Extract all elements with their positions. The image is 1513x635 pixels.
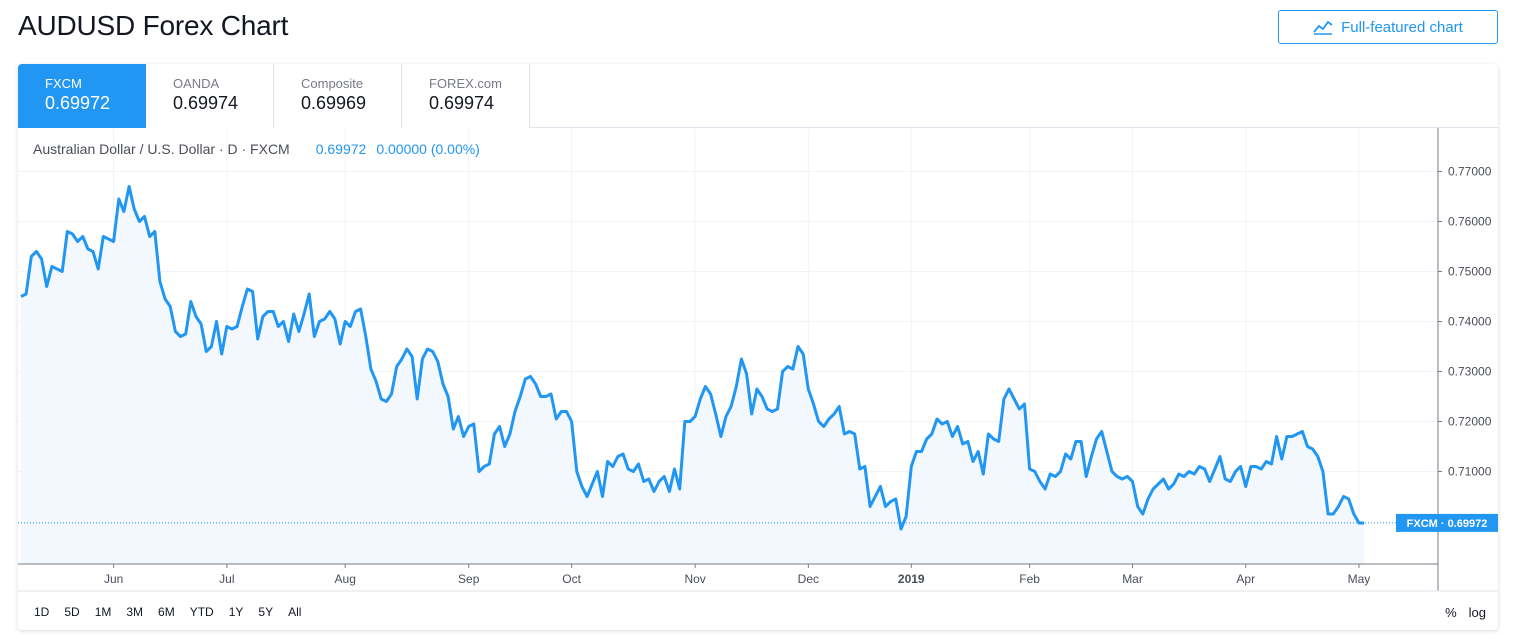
- price-line: [20, 185, 1365, 531]
- last-price-label: FXCM · 0.69972: [1407, 518, 1488, 530]
- x-tick-label: Jun: [104, 572, 123, 586]
- tab-composite[interactable]: Composite 0.69969: [274, 64, 402, 128]
- tab-forex-com[interactable]: FOREX.com 0.69974: [402, 64, 530, 128]
- y-tick-label: 0.77000: [1448, 165, 1492, 179]
- tab-name: FOREX.com: [429, 76, 502, 91]
- legend-symbol: Australian Dollar / U.S. Dollar · D · FX…: [33, 141, 290, 157]
- range-toolbar: 1D 5D 1M 3M 6M YTD 1Y 5Y All % log: [18, 594, 1498, 630]
- tab-value: 0.69972: [45, 93, 111, 113]
- x-tick-label: May: [1348, 572, 1371, 586]
- y-tick-label: 0.76000: [1448, 215, 1492, 229]
- x-tick-label: Aug: [335, 572, 356, 586]
- full-featured-chart-label: Full-featured chart: [1341, 18, 1463, 36]
- full-featured-chart-button[interactable]: Full-featured chart: [1278, 10, 1498, 44]
- range-1d-button[interactable]: 1D: [34, 605, 50, 619]
- x-tick-label: Feb: [1019, 572, 1040, 586]
- tab-value: 0.69974: [173, 93, 239, 113]
- chart-legend: Australian Dollar / U.S. Dollar · D · FX…: [33, 141, 480, 157]
- range-5y-button[interactable]: 5Y: [258, 605, 274, 619]
- range-1m-button[interactable]: 1M: [94, 605, 112, 619]
- price-area: [21, 186, 1365, 564]
- price-chart[interactable]: 0.77000 0.76000 0.75000 0.74000 0.73000 0.720…: [18, 64, 1498, 594]
- x-tick-label: Nov: [684, 572, 705, 586]
- x-tick-label: Sep: [458, 572, 480, 586]
- source-tabs: FXCM 0.69972 OANDA 0.69974 Composite 0.6…: [18, 64, 1498, 128]
- tab-value: 0.69974: [429, 93, 495, 113]
- range-5d-button[interactable]: 5D: [64, 605, 80, 619]
- y-tick-label: 0.72000: [1448, 415, 1492, 429]
- tab-name: FXCM: [45, 76, 82, 91]
- percent-scale-toggle[interactable]: %: [1445, 604, 1457, 620]
- y-tick-label: 0.75000: [1448, 265, 1492, 279]
- x-tick-label: 2019: [898, 572, 925, 586]
- tab-name: OANDA: [173, 76, 220, 91]
- tab-oanda[interactable]: OANDA 0.69974: [146, 64, 274, 128]
- y-tick-label: 0.73000: [1448, 365, 1492, 379]
- range-6m-button[interactable]: 6M: [158, 605, 175, 619]
- x-tick-label: Oct: [562, 572, 581, 586]
- tab-value: 0.69969: [301, 93, 367, 113]
- page-title: AUDUSD Forex Chart: [18, 10, 289, 41]
- log-scale-toggle[interactable]: log: [1468, 604, 1486, 620]
- legend-change: 0.00000 (0.00%): [376, 141, 480, 157]
- range-all-button[interactable]: All: [288, 605, 302, 619]
- tab-fxcm[interactable]: FXCM 0.69972: [18, 64, 146, 128]
- legend-last-price: 0.69972: [315, 141, 367, 157]
- last-price-badge: [1396, 513, 1498, 532]
- range-1y-button[interactable]: 1Y: [228, 605, 244, 619]
- tab-name: Composite: [301, 76, 364, 91]
- chart-line-icon: [1313, 20, 1333, 35]
- chart-widget: FXCM 0.69972 OANDA 0.69974 Composite 0.6…: [18, 64, 1498, 630]
- x-tick-label: Mar: [1122, 572, 1143, 586]
- x-tick-label: Apr: [1236, 572, 1255, 586]
- y-tick-label: 0.74000: [1448, 315, 1492, 329]
- range-ytd-button[interactable]: YTD: [189, 605, 214, 619]
- x-tick-label: Dec: [798, 572, 819, 586]
- range-3m-button[interactable]: 3M: [126, 605, 144, 619]
- x-tick-label: Jul: [219, 572, 234, 586]
- y-tick-label: 0.71000: [1448, 465, 1492, 479]
